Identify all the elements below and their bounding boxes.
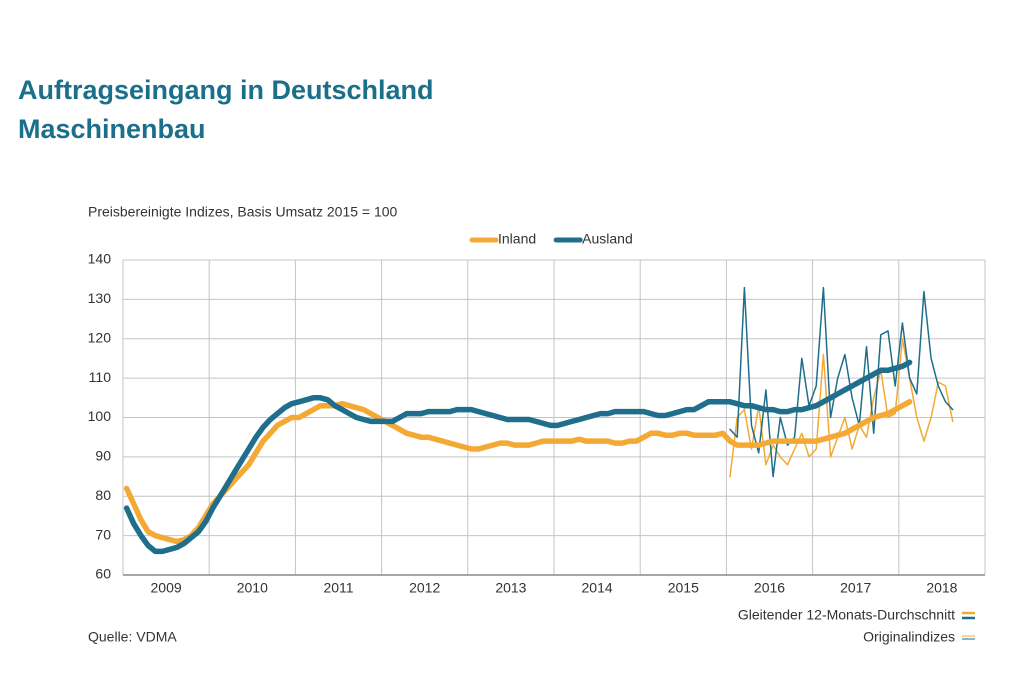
y-tick-label: 100 (88, 408, 112, 424)
y-tick-label: 90 (95, 448, 111, 464)
y-tick-label: 80 (95, 487, 111, 503)
note: Originalindizes (863, 629, 955, 645)
y-tick-label: 110 (89, 369, 112, 385)
series-line (729, 286, 954, 478)
x-tick-label: 2017 (840, 580, 871, 596)
x-tick-label: 2009 (151, 580, 182, 596)
y-tick-label: 140 (88, 251, 112, 267)
y-tick-label: 60 (95, 566, 111, 582)
axis-label: Preisbereinigte Indizes, Basis Umsatz 20… (88, 204, 398, 220)
series-line (729, 338, 954, 478)
x-tick-label: 2014 (582, 580, 613, 596)
x-tick-label: 2010 (237, 580, 268, 596)
x-tick-label: 2011 (323, 580, 353, 596)
chart-title: Auftragseingang in Deutschland (18, 75, 434, 105)
x-tick-label: 2012 (409, 580, 440, 596)
y-tick-label: 130 (88, 290, 112, 306)
chart-subtitle: Maschinenbau (18, 114, 206, 144)
x-tick-label: 2018 (926, 580, 957, 596)
x-tick-label: 2016 (754, 580, 785, 596)
x-tick-label: 2015 (668, 580, 699, 596)
legend-label: Inland (498, 231, 536, 247)
note: Gleitender 12-Monats-Durchschnitt (738, 607, 955, 623)
y-tick-label: 70 (95, 526, 111, 542)
source: Quelle: VDMA (88, 629, 177, 645)
series-line (123, 399, 913, 545)
legend-label: Ausland (582, 231, 633, 247)
y-tick-label: 120 (88, 329, 112, 345)
x-tick-label: 2013 (495, 580, 526, 596)
series-line (123, 359, 913, 555)
